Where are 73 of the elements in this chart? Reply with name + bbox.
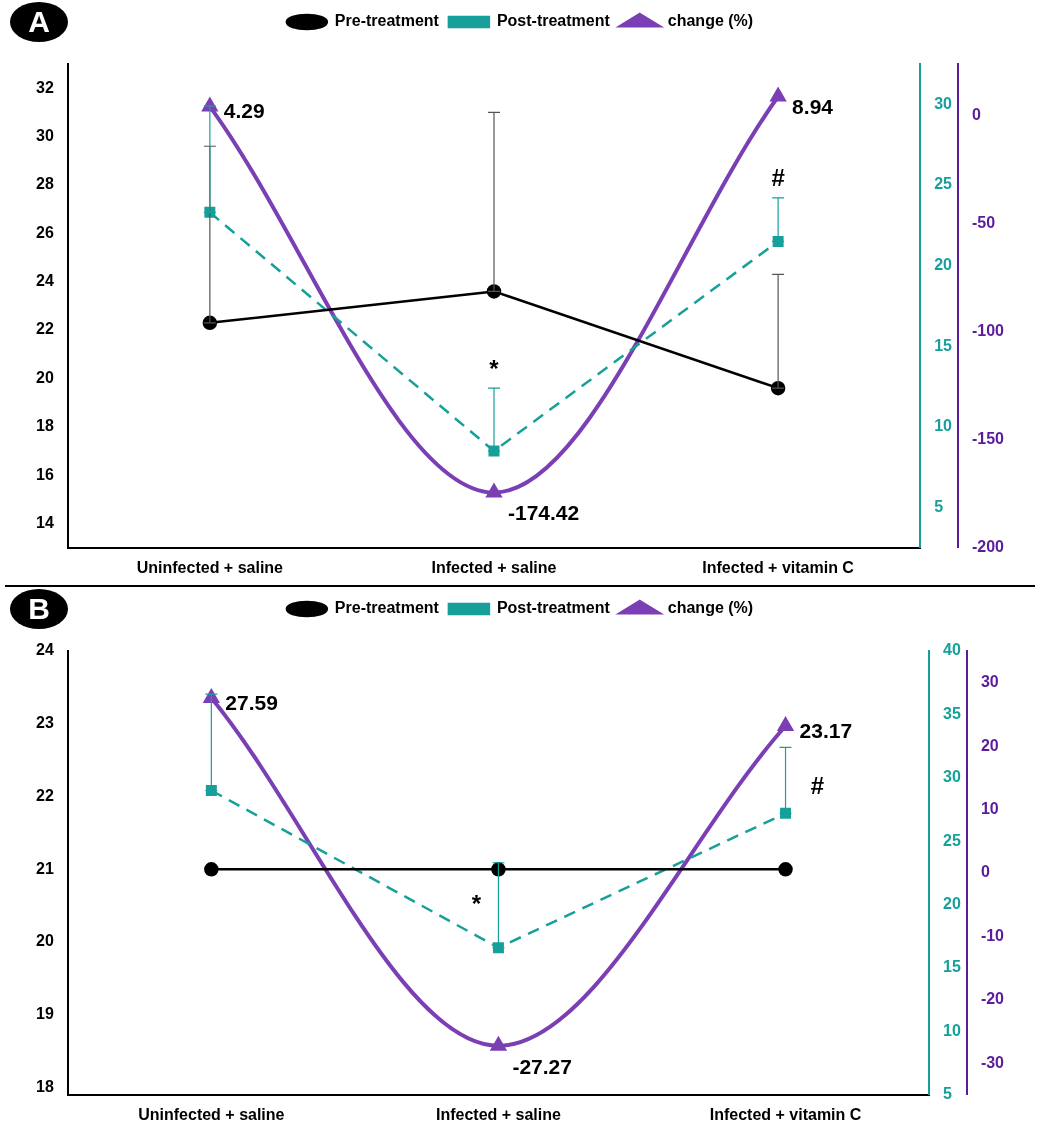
y-tick-label: 28: [36, 175, 54, 193]
y2-tick-label: 20: [934, 255, 953, 273]
y3-tick-label: -200: [971, 538, 1005, 556]
y2-tick-label: 25: [943, 831, 961, 849]
panel-badge: B: [10, 589, 68, 629]
y3-tick-label: 20: [980, 736, 999, 754]
annotation: #: [810, 771, 825, 799]
point: [492, 942, 504, 954]
y2-tick-label: 10: [934, 417, 953, 435]
y-tick-label: 18: [36, 1077, 54, 1095]
y2-tick-label: 30: [943, 768, 961, 786]
y3-tick-label: 10: [980, 799, 999, 817]
y2-tick-label: 15: [934, 336, 953, 354]
legend-label: Pre-treatment: [334, 12, 440, 30]
point: [485, 482, 503, 498]
annotation: *: [471, 889, 482, 917]
y2-tick-label: 5: [943, 1085, 953, 1103]
x-tick-label: Infected + saline: [435, 1105, 562, 1123]
data-label: -174.42: [507, 501, 580, 525]
y2-tick-label: 40: [943, 641, 961, 659]
y3-tick-label: 0: [980, 863, 990, 881]
y3-tick-label: -20: [980, 990, 1005, 1008]
x-tick-label: Uninfected + saline: [138, 1105, 285, 1123]
x-tick-label: Uninfected + saline: [136, 558, 284, 576]
annotation: #: [771, 164, 785, 192]
panel-badge: A: [10, 2, 68, 42]
y2-tick-label: 10: [943, 1021, 961, 1039]
y3-tick-label: -150: [971, 430, 1005, 448]
y2-tick-label: 30: [934, 94, 953, 112]
y2-tick-label: 35: [943, 704, 961, 722]
y2-tick-label: 20: [943, 895, 961, 913]
y-tick-label: 22: [36, 786, 54, 804]
legend-label: Post-treatment: [496, 599, 611, 617]
x-tick-label: Infected + vitamin C: [702, 558, 855, 576]
y3-tick-label: -100: [971, 322, 1005, 340]
data-label: 4.29: [223, 99, 265, 123]
point: [778, 718, 793, 731]
legend-label: Pre-treatment: [334, 599, 440, 617]
legend-label: Post-treatment: [496, 12, 611, 30]
y3-tick-label: 30: [980, 673, 999, 691]
y-tick-label: 30: [36, 126, 54, 144]
y-tick-label: 22: [36, 320, 54, 338]
y2-tick-label: 15: [943, 958, 961, 976]
data-label: 23.17: [799, 718, 853, 742]
x-tick-label: Infected + vitamin C: [709, 1105, 862, 1123]
y-tick-label: 24: [36, 272, 54, 290]
y-tick-label: 19: [36, 1005, 54, 1023]
point: [780, 807, 792, 819]
y2-tick-label: 25: [934, 175, 953, 193]
y-tick-label: 18: [36, 417, 54, 435]
y-tick-label: 16: [36, 465, 54, 483]
y3-tick-label: 0: [971, 106, 981, 124]
y-tick-label: 20: [36, 368, 54, 386]
x-tick-label: Infected + saline: [431, 558, 557, 576]
annotation: *: [489, 354, 500, 382]
data-label: 27.59: [225, 690, 278, 714]
y-tick-label: 14: [36, 514, 54, 532]
data-label: 8.94: [792, 95, 834, 119]
y2-tick-label: 5: [934, 497, 944, 515]
legend-label: change (%): [667, 12, 754, 30]
point: [769, 86, 787, 102]
data-label: -27.27: [512, 1054, 572, 1078]
y-tick-label: 23: [36, 714, 54, 732]
y3-tick-label: -10: [980, 926, 1005, 944]
point: [205, 784, 217, 796]
y-tick-label: 20: [36, 932, 54, 950]
y-tick-label: 32: [36, 78, 54, 96]
y-tick-label: 24: [36, 641, 54, 659]
y-tick-label: 26: [36, 223, 54, 241]
y3-tick-label: -30: [980, 1053, 1005, 1071]
legend-label: change (%): [667, 599, 754, 617]
y3-tick-label: -50: [971, 214, 996, 232]
y-tick-label: 21: [36, 859, 54, 877]
